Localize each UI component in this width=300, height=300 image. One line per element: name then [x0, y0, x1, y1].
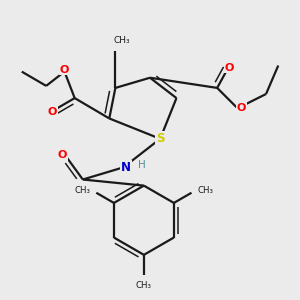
Text: O: O: [48, 107, 57, 117]
Text: S: S: [156, 132, 164, 145]
Text: CH₃: CH₃: [198, 186, 214, 195]
Text: O: O: [237, 103, 246, 113]
Text: O: O: [60, 64, 69, 75]
Text: CH₃: CH₃: [74, 186, 90, 195]
Text: CH₃: CH₃: [136, 281, 152, 290]
Text: CH₃: CH₃: [113, 36, 130, 45]
Text: H: H: [138, 160, 146, 170]
Text: N: N: [121, 161, 130, 174]
Text: O: O: [58, 150, 67, 160]
Text: O: O: [225, 63, 234, 73]
